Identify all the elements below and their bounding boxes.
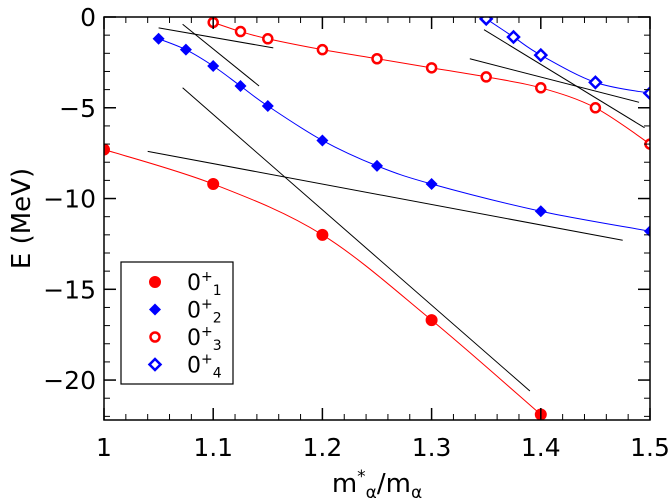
data-point — [589, 102, 602, 114]
legend-marker — [149, 276, 161, 288]
data-point — [152, 32, 165, 45]
data-point — [371, 53, 383, 65]
series-0+2 — [152, 32, 650, 238]
x-tick-label: 1.5 — [630, 433, 670, 462]
y-tick-label: −10 — [43, 185, 96, 214]
legend-label-sub: 4 — [213, 366, 222, 382]
x-tick-label: 1 — [96, 433, 112, 462]
tick-labels: 1 1.1 1.2 1.3 1.4 1.5 0 −5 −10 −15 −20 — [43, 3, 670, 462]
legend-label-sub: 2 — [213, 311, 222, 327]
xlabel-m: m — [332, 469, 357, 499]
data-point — [207, 178, 220, 191]
reference-line — [483, 29, 645, 129]
reference-line — [469, 58, 640, 103]
legend-label: 0+4 — [187, 352, 222, 382]
data-point — [316, 228, 329, 241]
data-point — [207, 60, 220, 73]
xlabel-star: * — [357, 467, 366, 487]
y-axis-title: E (MeV) — [7, 168, 37, 269]
legend-label-main: 0 — [187, 271, 201, 296]
legend-label-main: 0 — [187, 326, 201, 351]
data-point — [535, 82, 547, 94]
data-point — [425, 314, 438, 327]
legend-marker — [149, 303, 161, 316]
data-point — [104, 143, 110, 156]
plot-frame — [103, 16, 651, 421]
xlabel-alpha-2: α — [411, 483, 422, 499]
data-point — [234, 25, 247, 38]
y-tick-label: −15 — [43, 275, 96, 304]
legend-box — [120, 261, 234, 385]
x-tick-label: 1.2 — [303, 433, 343, 462]
legend-label-main: 0 — [187, 299, 201, 324]
data-point — [506, 29, 521, 45]
legend-label-sup: + — [201, 324, 213, 340]
data-point — [480, 71, 492, 83]
legend-label: 0+3 — [187, 324, 222, 354]
data-point — [179, 43, 192, 56]
x-tick-label: 1.1 — [193, 433, 233, 462]
legend-label-sub: 3 — [213, 338, 222, 354]
series-0+4 — [478, 17, 650, 101]
y-tick-label: −5 — [59, 94, 96, 123]
legend-item: 0+2 — [149, 297, 222, 327]
x-axis-title: m*α/mα — [332, 467, 422, 499]
reference-line — [147, 150, 623, 241]
data-point — [425, 62, 438, 74]
data-point — [425, 178, 438, 191]
legend-label: 0+2 — [187, 297, 222, 327]
data-point — [234, 79, 247, 92]
data-point — [316, 43, 329, 56]
legend-label-sup: + — [201, 352, 213, 368]
legend-marker — [147, 357, 163, 372]
reference-lines — [147, 23, 645, 392]
legend-label-main: 0 — [187, 354, 201, 379]
series-0+1 — [104, 143, 547, 420]
reference-line — [182, 23, 260, 87]
series-0+3 — [207, 17, 650, 150]
data-point — [642, 85, 650, 101]
data-point — [261, 99, 274, 112]
xlabel-alpha-1: α — [366, 483, 377, 499]
data-point — [644, 225, 650, 238]
series-line — [485, 18, 650, 94]
legend-marker — [149, 331, 161, 343]
data-point — [262, 33, 274, 45]
reference-line — [158, 27, 274, 49]
data-point — [534, 205, 547, 218]
legend-label-sup: + — [201, 297, 213, 313]
data-point — [316, 134, 329, 147]
x-tick-label: 1.4 — [521, 433, 561, 462]
reference-line — [182, 87, 531, 392]
series-line — [158, 38, 650, 232]
legend-item: 0+1 — [149, 269, 222, 299]
data-point — [588, 75, 603, 90]
series-line — [213, 21, 650, 145]
legend-label: 0+1 — [187, 269, 222, 299]
xlabel-slash-m: /m — [377, 469, 411, 499]
y-tick-label: −20 — [43, 366, 96, 395]
legend-item: 0+3 — [149, 324, 222, 354]
x-tick-label: 1.3 — [412, 433, 452, 462]
data-point — [371, 159, 383, 172]
legend-item: 0+4 — [147, 352, 222, 382]
legend: 0+10+20+30+4 — [120, 261, 234, 385]
y-tick-label: 0 — [80, 3, 96, 32]
data-point — [478, 17, 494, 27]
data-point — [533, 47, 549, 63]
legend-label-sup: + — [201, 269, 213, 285]
legend-label-sub: 1 — [213, 283, 222, 299]
